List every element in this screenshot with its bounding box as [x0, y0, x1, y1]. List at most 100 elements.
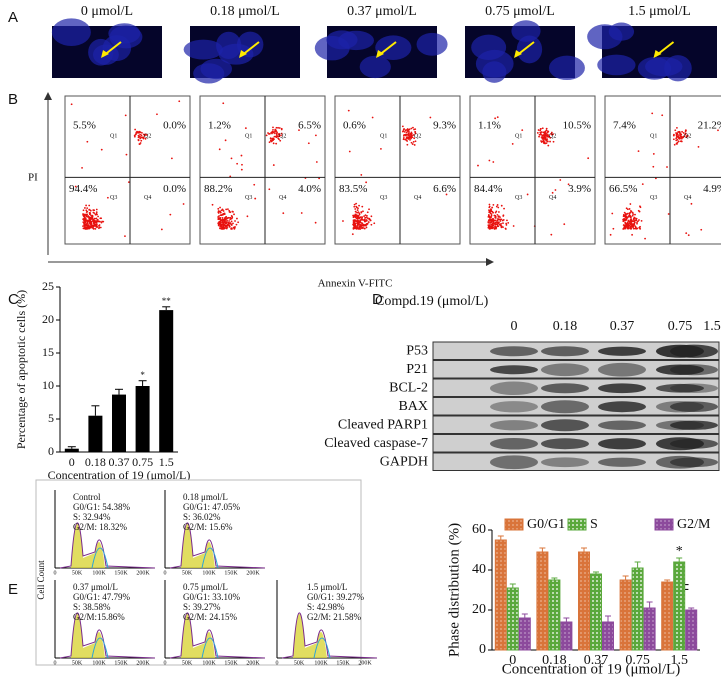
event-dot: [70, 103, 73, 106]
event-dot: [82, 214, 85, 217]
event-dot: [652, 165, 655, 168]
event-dot: [274, 135, 277, 138]
event-dot: [92, 209, 95, 211]
event-dot: [268, 188, 271, 191]
event-dot: [540, 140, 542, 142]
quadrant-name: Q3: [650, 195, 657, 201]
event-dot: [141, 131, 143, 134]
event-dot: [554, 189, 557, 191]
quadrant-percent: 83.5%: [339, 183, 367, 195]
event-dot: [358, 213, 361, 216]
event-dot: [235, 223, 238, 226]
event-dot: [228, 220, 230, 222]
phase-text: S: 32.94%: [73, 512, 111, 522]
quadrant-percent: 10.5%: [563, 120, 591, 132]
event-dot: [90, 214, 92, 217]
y-tick-label: 15: [42, 345, 54, 359]
event-dot: [231, 210, 234, 213]
event-dot: [487, 214, 490, 216]
event-dot: [403, 134, 406, 136]
event-dot: [681, 136, 684, 139]
event-dot: [348, 150, 351, 153]
bar: [112, 394, 126, 452]
event-dot: [676, 132, 679, 135]
event-dot: [300, 212, 303, 214]
event-dot: [347, 109, 350, 112]
quadrant-percent: 66.5%: [609, 183, 637, 195]
event-dot: [87, 227, 90, 230]
g2-fit: [91, 637, 109, 659]
bar: [88, 415, 103, 452]
x-tick-label: 200K: [136, 660, 150, 666]
event-dot: [93, 217, 96, 220]
event-dot: [567, 183, 570, 186]
event-dot: [278, 127, 281, 129]
quadrant-name: Q3: [110, 195, 117, 201]
event-dot: [86, 210, 89, 213]
event-dot: [272, 126, 274, 129]
event-dot: [502, 218, 505, 221]
arrow-head: [239, 50, 247, 58]
event-dot: [353, 215, 355, 218]
event-dot: [506, 219, 508, 222]
event-dot: [269, 137, 272, 140]
event-dot: [490, 227, 493, 229]
bar: [494, 539, 507, 651]
event-dot: [639, 205, 641, 208]
band: [598, 383, 646, 394]
event-dot: [365, 216, 368, 219]
event-dot: [99, 217, 102, 220]
event-dot: [414, 131, 417, 134]
event-dot: [628, 212, 631, 215]
band: [598, 346, 646, 356]
event-dot: [634, 221, 636, 224]
event-dot: [240, 154, 243, 157]
event-dot: [502, 222, 504, 225]
event-dot: [675, 137, 678, 140]
event-dot: [282, 212, 285, 215]
event-dot: [314, 134, 317, 137]
g2-fit: [201, 637, 219, 659]
event-dot: [223, 220, 226, 222]
histogram-line: [169, 522, 266, 569]
event-dot: [218, 215, 220, 217]
event-dot: [356, 211, 358, 214]
band: [656, 383, 704, 393]
event-dot: [140, 134, 143, 137]
event-dot: [503, 207, 505, 210]
event-dot: [87, 225, 89, 228]
quadrant-name: Q1: [110, 133, 117, 139]
event-dot: [221, 227, 224, 230]
event-dot: [676, 143, 678, 145]
event-dot: [406, 143, 409, 146]
phase-text: G2/M: 24.15%: [183, 612, 238, 622]
event-dot: [625, 213, 627, 216]
event-dot: [278, 133, 281, 136]
event-dot: [410, 137, 412, 140]
event-dot: [363, 218, 366, 221]
event-dot: [488, 227, 491, 230]
event-dot: [635, 217, 638, 220]
event-dot: [352, 227, 355, 230]
panel-label: A: [8, 9, 18, 26]
event-dot: [405, 139, 408, 141]
event-dot: [217, 207, 220, 210]
event-dot: [491, 210, 494, 213]
quadrant-name: Q1: [245, 133, 252, 139]
legend-label: G0/G1: [527, 517, 565, 532]
event-dot: [142, 136, 145, 139]
event-dot: [88, 204, 91, 207]
event-dot: [169, 213, 172, 216]
event-dot: [82, 209, 85, 212]
event-dot: [547, 144, 550, 147]
event-dot: [651, 112, 654, 115]
event-dot: [549, 140, 551, 143]
event-dot: [178, 100, 181, 103]
event-dot: [630, 225, 633, 227]
event-dot: [634, 225, 637, 228]
event-dot: [358, 225, 361, 228]
event-dot: [137, 134, 140, 137]
event-dot: [230, 223, 233, 226]
flow-plot: [604, 95, 721, 245]
band: [541, 419, 589, 432]
